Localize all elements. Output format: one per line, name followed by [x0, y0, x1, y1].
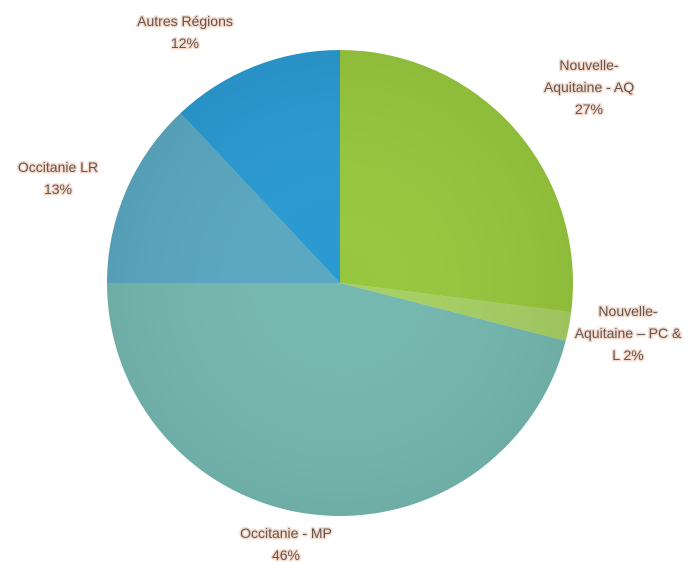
slice-label-line: 27% — [575, 101, 603, 117]
pie-labels: Nouvelle- Aquitaine - AQ 27% Nouvelle- Aquit… — [16, 12, 683, 562]
slice-label-0: Nouvelle- Aquitaine - AQ 27% — [544, 57, 634, 117]
slice-label-line: Aquitaine - AQ — [544, 79, 634, 95]
slice-label-3: Occitanie LR 13% — [18, 159, 98, 197]
slice-label-line: Autres Régions — [137, 13, 233, 29]
slice-label-2: Occitanie - MP 46% — [240, 525, 332, 562]
pie-slices — [107, 49, 573, 516]
slice-label-1: Nouvelle- Aquitaine – PC & L 2% — [575, 303, 682, 363]
slice-label-line: 12% — [171, 35, 199, 51]
slice-label-line: Occitanie - MP — [240, 525, 332, 541]
slice-label-line: L 2% — [612, 347, 643, 363]
pie-slice-0 — [340, 50, 573, 313]
slice-label-line: 46% — [272, 547, 300, 562]
slice-label-line: 13% — [44, 181, 72, 197]
slice-label-line: Occitanie LR — [18, 159, 98, 175]
slice-label-line: Aquitaine – PC & — [575, 325, 682, 341]
slice-label-line: Nouvelle- — [559, 57, 618, 73]
slice-label-4: Autres Régions 12% — [137, 13, 233, 51]
slice-label-line: Nouvelle- — [598, 303, 657, 319]
